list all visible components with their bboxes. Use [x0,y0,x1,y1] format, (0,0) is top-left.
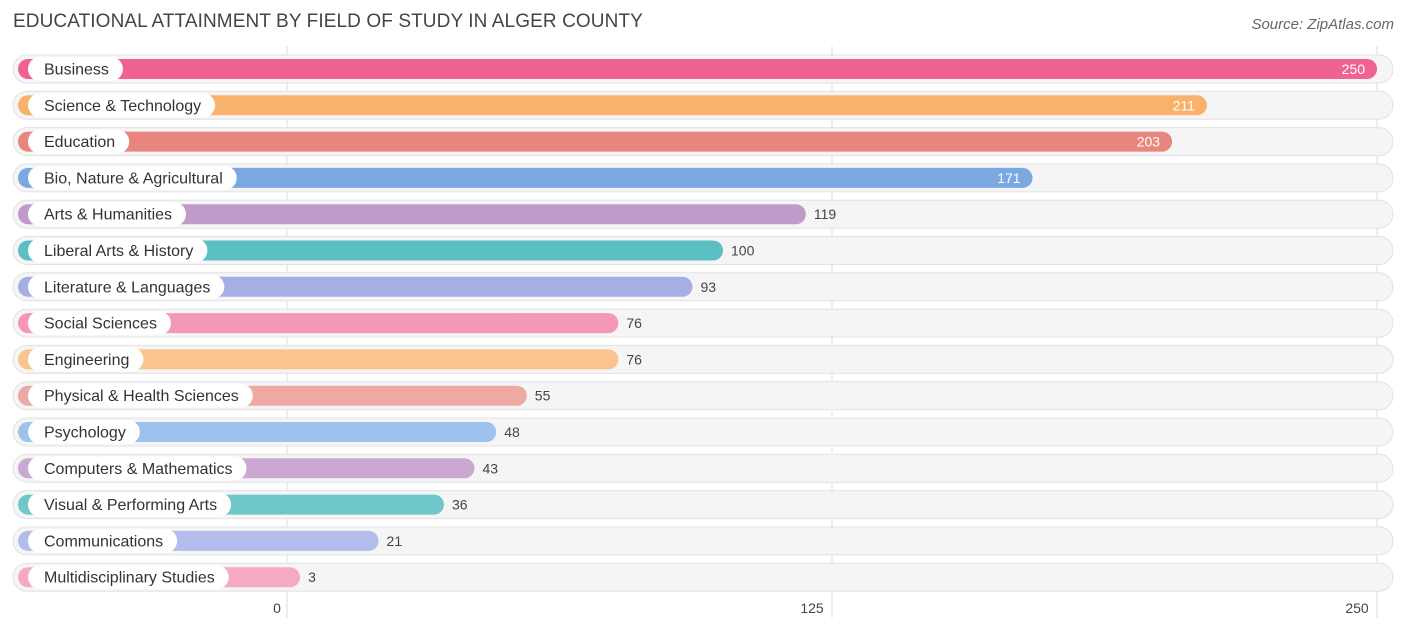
bar-row: Communications 21 [12,526,1394,556]
x-tick-label: 0 [273,600,281,616]
category-label: Multidisciplinary Studies [44,570,215,587]
bar-row: Business 250 [12,54,1394,84]
category-label-pill [28,383,253,408]
bar-row: Psychology 48 [12,417,1394,447]
category-label-pill [28,202,187,227]
category-label: Engineering [44,352,129,369]
category-label: Arts & Humanities [44,207,172,224]
chart-title: EDUCATIONAL ATTAINMENT BY FIELD OF STUDY… [13,11,643,32]
category-label: Visual & Performing Arts [44,497,217,514]
bar-row: Physical & Health Sciences 55 [12,381,1394,411]
value-label: 93 [700,279,716,295]
bar-row: Literature & Languages 93 [12,272,1394,302]
value-label: 43 [482,460,498,476]
value-label: 48 [504,424,520,440]
category-label-pill [28,93,216,118]
bar-row: Visual & Performing Arts 36 [12,490,1394,520]
bar[interactable] [18,59,1377,79]
bar[interactable] [18,167,1033,188]
value-label: 100 [731,243,755,259]
bar-row: Social Sciences 76 [12,308,1394,338]
value-label: 21 [387,533,403,549]
value-label: 76 [626,351,642,367]
value-label: 55 [535,388,551,404]
x-tick-label: 250 [1345,600,1369,616]
value-label: 119 [814,206,837,222]
value-label: 211 [1173,97,1196,113]
bar-row: Bio, Nature & Agricultural 171 [12,163,1394,193]
category-label-pill [28,420,140,444]
category-label-pill [28,456,247,481]
value-label: 36 [452,497,468,513]
bar-row: Arts & Humanities 119 [12,199,1394,229]
bar-row: Liberal Arts & History 100 [12,236,1394,265]
category-label: Computers & Mathematics [44,461,233,478]
category-label-pill [28,528,178,553]
value-label: 203 [1137,134,1161,150]
category-label: Literature & Languages [44,279,210,296]
category-label: Science & Technology [44,98,201,115]
bar-track [12,562,1394,592]
bar[interactable] [18,131,1173,152]
value-label: 250 [1342,61,1366,77]
category-label-pill [28,311,171,336]
category-label-pill [28,238,208,263]
category-label-pill [28,565,229,590]
value-label: 171 [997,170,1021,186]
bar[interactable] [18,95,1207,116]
bar-row: Science & Technology 211 [12,90,1394,120]
category-label-pill [28,57,123,81]
category-label: Liberal Arts & History [44,243,193,260]
value-label: 3 [308,569,316,585]
category-label: Education [44,134,115,151]
value-label: 76 [626,315,642,331]
bar-row: Education 203 [12,127,1394,157]
category-label: Physical & Health Sciences [44,388,239,405]
source-note: Source: ZipAtlas.com [1251,16,1394,33]
category-label-pill [28,492,232,517]
category-label-pill [28,274,225,299]
bar[interactable] [18,349,619,370]
bar[interactable] [18,204,806,225]
bar-row: Engineering 76 [12,344,1394,374]
category-label-pill [28,165,237,190]
category-label: Business [44,62,109,79]
bar-row: Multidisciplinary Studies 3 [12,562,1394,592]
category-label-pill [28,129,130,154]
category-label: Social Sciences [44,316,157,333]
bar-row: Computers & Mathematics 43 [12,453,1394,483]
category-label-pill [28,347,144,372]
category-label: Psychology [44,425,126,442]
category-label: Bio, Nature & Agricultural [44,170,223,187]
category-label: Communications [44,533,163,550]
x-tick-label: 125 [800,600,824,616]
